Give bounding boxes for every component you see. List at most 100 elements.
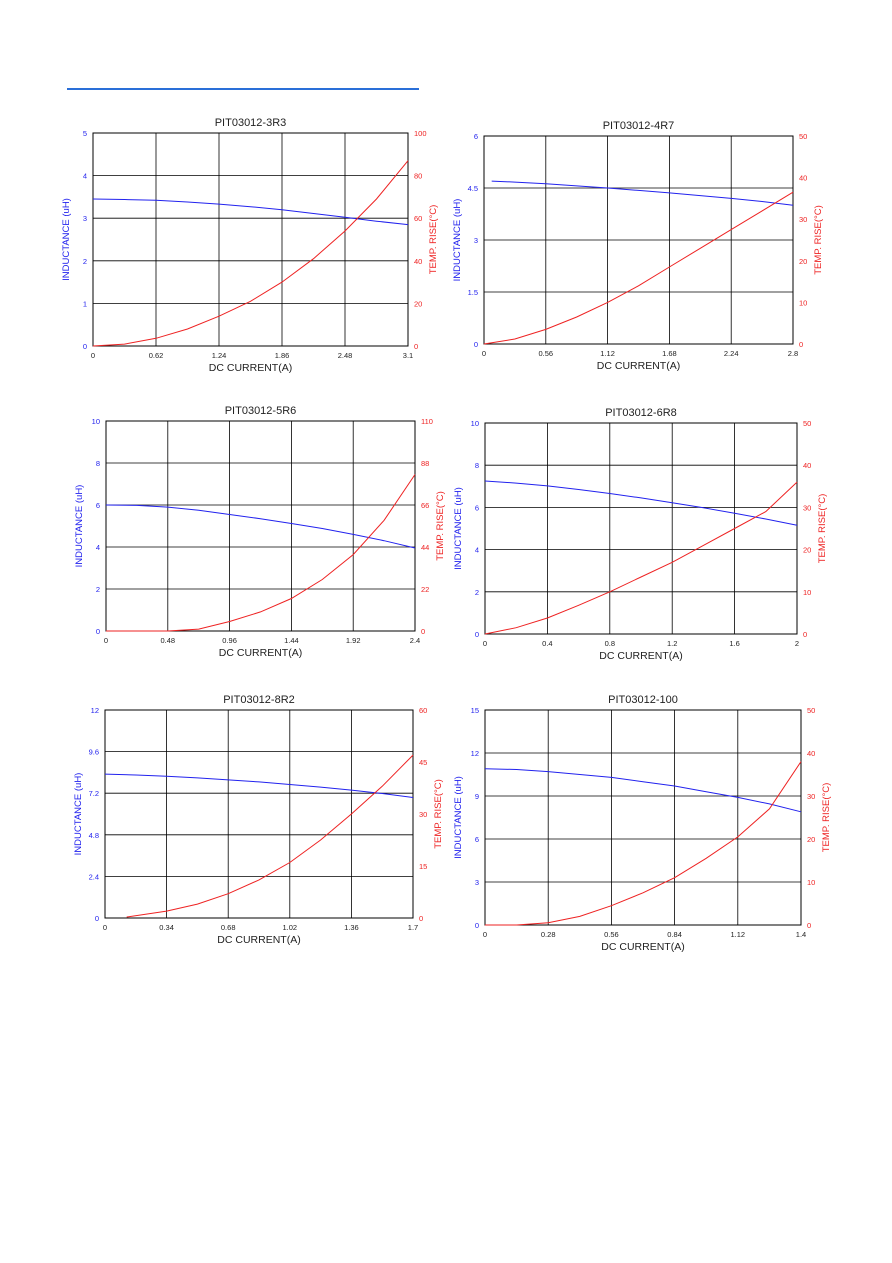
x-tick-label: 0 bbox=[91, 351, 95, 360]
y-left-tick-label: 1.5 bbox=[468, 288, 478, 297]
y-right-tick-label: 40 bbox=[807, 749, 815, 758]
y-left-tick-label: 3 bbox=[474, 236, 478, 245]
y-left-tick-label: 0 bbox=[95, 914, 99, 923]
header-rule bbox=[67, 88, 419, 90]
y-left-tick-label: 12 bbox=[91, 706, 99, 715]
y-right-tick-label: 20 bbox=[807, 835, 815, 844]
y-left-tick-label: 4 bbox=[96, 543, 100, 552]
x-tick-label: 1.92 bbox=[346, 636, 361, 645]
temp-rise-curve bbox=[92, 160, 409, 347]
x-tick-label: 0.84 bbox=[667, 930, 682, 939]
plot-frame bbox=[484, 709, 802, 926]
y-left-tick-label: 1 bbox=[83, 299, 87, 308]
x-tick-label: 0 bbox=[482, 349, 486, 358]
y-left-tick-label: 7.2 bbox=[89, 789, 99, 798]
y-left-tick-label: 6 bbox=[475, 503, 479, 512]
y-left-tick-label: 8 bbox=[475, 461, 479, 470]
x-tick-label: 0.56 bbox=[604, 930, 619, 939]
y-left-tick-label: 3 bbox=[83, 214, 87, 223]
y-left-tick-label: 15 bbox=[471, 706, 479, 715]
x-axis-label: DC CURRENT(A) bbox=[217, 934, 300, 946]
chart-title: PIT03012-6R8 bbox=[605, 407, 677, 419]
x-tick-label: 1.24 bbox=[212, 351, 227, 360]
x-tick-label: 1.44 bbox=[284, 636, 299, 645]
y-left-tick-label: 4 bbox=[475, 546, 479, 555]
y-left-tick-label: 0 bbox=[83, 342, 87, 351]
x-tick-label: 0.68 bbox=[221, 923, 236, 932]
y-left-tick-label: 2 bbox=[96, 585, 100, 594]
y-right-tick-label: 110 bbox=[421, 417, 433, 426]
x-tick-label: 0 bbox=[483, 930, 487, 939]
y-left-tick-label: 9 bbox=[475, 792, 479, 801]
plot-frame bbox=[484, 422, 798, 635]
y-right-tick-label: 80 bbox=[414, 172, 422, 181]
y-left-tick-label: 2.4 bbox=[89, 872, 99, 881]
y-right-tick-label: 50 bbox=[799, 132, 807, 141]
y-right-axis-label: TEMP. RISE(°C) bbox=[433, 779, 444, 849]
temp-rise-curve bbox=[483, 191, 794, 345]
chart-title: PIT03012-3R3 bbox=[215, 117, 287, 129]
y-right-axis-label: TEMP. RISE(°C) bbox=[435, 491, 446, 561]
y-right-tick-label: 20 bbox=[799, 257, 807, 266]
plot-frame bbox=[105, 420, 416, 632]
y-right-axis-label: TEMP. RISE(°C) bbox=[817, 494, 828, 564]
y-right-tick-label: 20 bbox=[414, 299, 422, 308]
y-left-tick-label: 12 bbox=[471, 749, 479, 758]
x-tick-label: 1.02 bbox=[282, 923, 297, 932]
y-right-tick-label: 45 bbox=[419, 758, 427, 767]
y-right-tick-label: 60 bbox=[419, 706, 427, 715]
y-left-tick-label: 2 bbox=[475, 588, 479, 597]
y-left-axis-label: INDUCTANCE (uH) bbox=[73, 773, 84, 856]
chart-title: PIT03012-4R7 bbox=[603, 120, 675, 132]
x-tick-label: 1.12 bbox=[600, 349, 615, 358]
x-tick-label: 0 bbox=[103, 923, 107, 932]
y-right-tick-label: 60 bbox=[414, 214, 422, 223]
y-left-tick-label: 0 bbox=[474, 340, 478, 349]
y-right-tick-label: 40 bbox=[799, 174, 807, 183]
x-tick-label: 0.28 bbox=[541, 930, 556, 939]
y-right-tick-label: 30 bbox=[799, 215, 807, 224]
y-right-tick-label: 30 bbox=[807, 792, 815, 801]
x-tick-label: 0.48 bbox=[160, 636, 175, 645]
y-left-tick-label: 10 bbox=[471, 419, 479, 428]
y-right-tick-label: 0 bbox=[807, 921, 811, 930]
x-tick-label: 0.8 bbox=[605, 639, 615, 648]
y-right-tick-label: 40 bbox=[803, 461, 811, 470]
y-right-tick-label: 30 bbox=[419, 810, 427, 819]
inductance-curve bbox=[491, 180, 794, 206]
plot-frame bbox=[92, 132, 409, 347]
y-left-tick-label: 10 bbox=[92, 417, 100, 426]
temp-rise-curve bbox=[484, 481, 798, 635]
x-tick-label: 1.6 bbox=[729, 639, 739, 648]
y-right-axis-label: TEMP. RISE(°C) bbox=[428, 205, 439, 275]
x-tick-label: 1.68 bbox=[662, 349, 677, 358]
x-tick-label: 0.34 bbox=[159, 923, 174, 932]
y-right-tick-label: 100 bbox=[414, 129, 427, 138]
x-tick-label: 0.4 bbox=[542, 639, 552, 648]
x-tick-label: 1.4 bbox=[796, 930, 806, 939]
chart-title: PIT03012-8R2 bbox=[223, 694, 295, 706]
y-left-tick-label: 4.5 bbox=[468, 184, 478, 193]
x-tick-label: 2.24 bbox=[724, 349, 739, 358]
temp-rise-curve bbox=[126, 754, 414, 918]
x-tick-label: 3.1 bbox=[403, 351, 413, 360]
y-right-axis-label: TEMP. RISE(°C) bbox=[813, 205, 824, 275]
x-axis-label: DC CURRENT(A) bbox=[209, 362, 292, 374]
y-right-tick-label: 10 bbox=[803, 588, 811, 597]
y-left-tick-label: 6 bbox=[474, 132, 478, 141]
temp-rise-curve bbox=[485, 761, 802, 926]
x-axis-label: DC CURRENT(A) bbox=[219, 647, 302, 659]
inductance-curve bbox=[92, 198, 409, 226]
y-right-tick-label: 10 bbox=[807, 878, 815, 887]
y-left-axis-label: INDUCTANCE (uH) bbox=[453, 487, 464, 570]
y-right-tick-label: 22 bbox=[421, 585, 429, 594]
x-axis-label: DC CURRENT(A) bbox=[601, 941, 684, 953]
x-tick-label: 0.56 bbox=[538, 349, 553, 358]
